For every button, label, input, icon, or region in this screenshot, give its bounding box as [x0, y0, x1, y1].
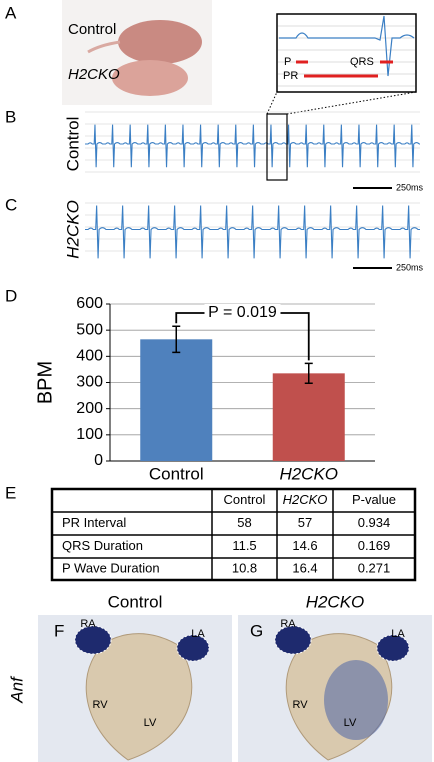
pup-tail	[87, 40, 121, 54]
table-cell: 0.934	[358, 515, 391, 530]
scale-label: 250ms	[396, 262, 424, 272]
atrium	[274, 625, 312, 655]
ecg-label: Control	[63, 117, 82, 172]
inset-label: QRS	[350, 56, 374, 68]
ecg-trace	[85, 205, 420, 259]
inset-label: P	[284, 56, 291, 68]
region-label: LV	[344, 717, 357, 729]
bar	[140, 339, 213, 461]
error-bar	[304, 362, 313, 385]
table-cell: 57	[298, 515, 312, 530]
inset-box	[276, 13, 417, 93]
table-cell: 0.169	[358, 538, 391, 553]
region-label: RA	[80, 618, 96, 630]
table-cell: 58	[237, 515, 251, 530]
atrium	[74, 625, 112, 655]
table-cell: 10.8	[232, 560, 257, 575]
pup-control	[118, 20, 202, 64]
error-bar	[172, 325, 181, 354]
ventricle-stain	[324, 660, 388, 740]
table-cell: 0.271	[358, 560, 391, 575]
y-tick-label: 400	[76, 348, 103, 365]
row-label: PR Interval	[62, 515, 126, 530]
panel-label: E	[5, 483, 16, 502]
zoom-line	[266, 91, 278, 115]
histology-title: Control	[108, 592, 163, 611]
y-tick-label: 600	[76, 295, 103, 312]
histology-title: H2CKO	[306, 592, 365, 611]
region-label: LV	[144, 717, 157, 729]
pup-mutant	[112, 60, 188, 96]
ecg-label: H2CKO	[63, 200, 82, 259]
inset-trace	[279, 15, 415, 77]
annotation-bg	[204, 304, 281, 322]
panel-label: D	[5, 286, 17, 305]
table-header: Control	[224, 492, 266, 507]
gene-label: Anf	[7, 675, 26, 704]
heart-section	[85, 633, 193, 761]
photo-label: H2CKO	[68, 66, 120, 83]
scale-label: 250ms	[396, 182, 424, 192]
y-tick-label: 500	[76, 321, 103, 338]
region-label: RV	[292, 699, 308, 711]
photo-label: Control	[68, 21, 116, 38]
y-tick-label: 200	[76, 400, 103, 417]
table-cell: 14.6	[292, 538, 317, 553]
inset-label: PR	[283, 70, 298, 82]
row-label: P Wave Duration	[62, 560, 160, 575]
zoom-box	[266, 113, 288, 181]
table-cell: 16.4	[292, 560, 317, 575]
y-tick-label: 100	[76, 426, 103, 443]
x-tick-label: H2CKO	[279, 464, 338, 483]
x-tick-label: Control	[149, 464, 204, 483]
atrium	[176, 634, 210, 662]
y-tick-label: 300	[76, 374, 103, 391]
panel-label: B	[5, 107, 16, 126]
region-label: LA	[391, 628, 405, 640]
panel-label: A	[5, 3, 17, 22]
region-label: LA	[191, 628, 205, 640]
bar	[272, 373, 345, 461]
table-header: H2CKO	[283, 492, 328, 507]
region-label: RV	[92, 699, 108, 711]
table-cell: 11.5	[232, 538, 256, 553]
y-axis-label: BPM	[34, 361, 56, 404]
panel-label: C	[5, 195, 17, 214]
annotation: P = 0.019	[208, 304, 277, 321]
row-label: QRS Duration	[62, 538, 143, 553]
table-header: P-value	[352, 492, 396, 507]
panel-label: F	[54, 621, 64, 640]
y-tick-label: 0	[94, 452, 103, 469]
region-label: RA	[280, 618, 296, 630]
zoom-line	[286, 91, 417, 115]
panel-label: G	[250, 621, 263, 640]
ecg-trace	[85, 124, 420, 168]
atrium	[376, 634, 410, 662]
